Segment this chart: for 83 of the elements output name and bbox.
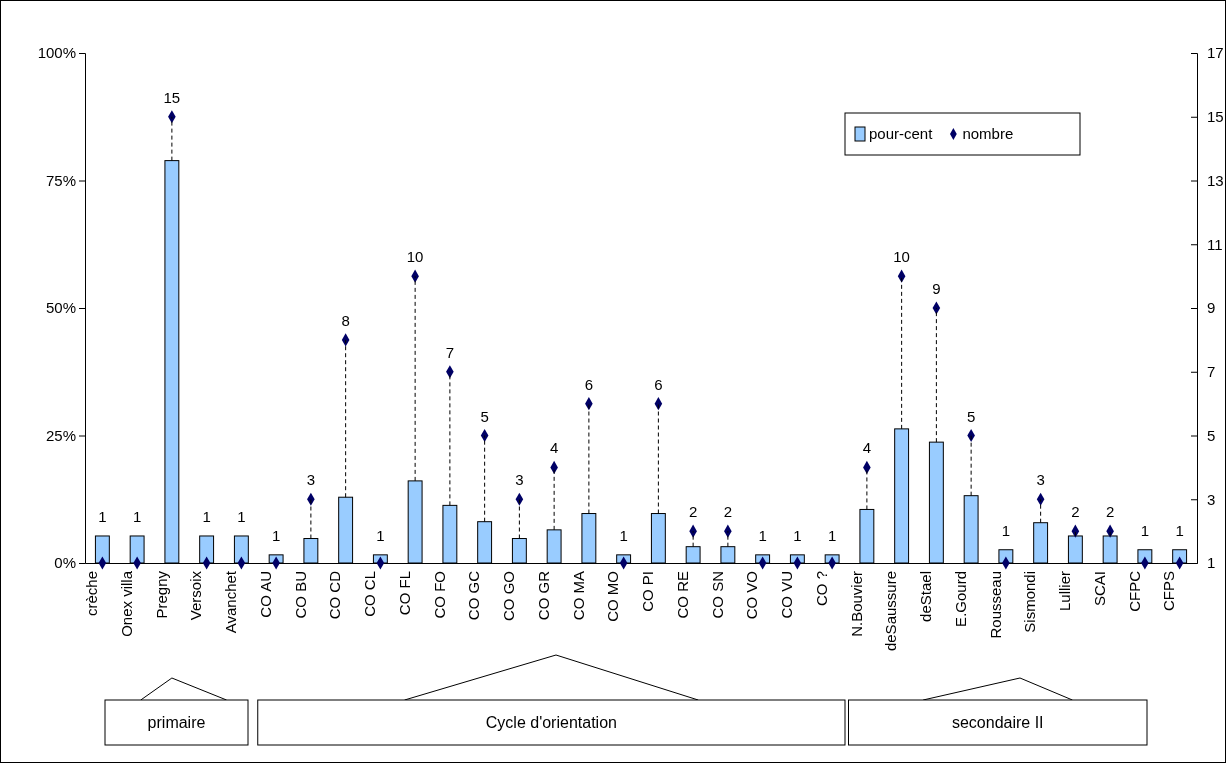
data-label: 9 — [932, 280, 941, 297]
y2-tick-label: 3 — [1207, 490, 1216, 508]
x-tick-label: CFPS — [1160, 571, 1178, 612]
x-tick-label: deSaussure — [882, 571, 900, 652]
x-tick-label: CO CL — [361, 571, 379, 617]
x-tick-label: Rousseau — [986, 571, 1004, 639]
x-tick-label: CO ? — [812, 571, 830, 607]
data-label: 1 — [98, 507, 107, 525]
x-tick-label: CO VU — [778, 571, 796, 619]
x-tick-label: CO FO — [430, 571, 448, 619]
data-label: 5 — [966, 407, 976, 425]
y2-tick-label: 11 — [1207, 235, 1223, 253]
data-label: 1 — [202, 507, 211, 525]
y-tick-label: 100% — [37, 44, 76, 62]
x-tick-label: CO BU — [291, 571, 309, 619]
text: primaire — [147, 714, 206, 731]
data-label: 3 — [306, 471, 316, 489]
legend-label: nombre — [962, 125, 1014, 142]
x-tick-label: Avanchet — [222, 570, 240, 634]
x-tick-label: CO PI — [639, 571, 657, 612]
y2-tick-label: 15 — [1207, 108, 1224, 126]
x-tick-label: Lullier — [1056, 571, 1074, 612]
data-label: 7 — [445, 343, 455, 361]
data-label: 1 — [237, 507, 246, 525]
x-tick-label: N.Bouvier — [847, 571, 865, 637]
y2-tick-label: 9 — [1207, 299, 1216, 317]
data-label: 3 — [515, 471, 524, 489]
data-label: 1 — [619, 526, 628, 544]
data-label: 1 — [132, 507, 142, 525]
x-tick-label: Sismondi — [1021, 571, 1039, 633]
x-tick-label: Versoix — [187, 570, 205, 621]
data-label: 10 — [893, 248, 910, 266]
data-label: 1 — [1175, 521, 1184, 539]
data-label: 1 — [827, 526, 837, 544]
y-tick-label: 25% — [45, 426, 76, 444]
data-label: 1 — [793, 526, 802, 544]
y2-tick-label: 1 — [1207, 554, 1216, 572]
y2-tick-label: 17 — [1207, 44, 1224, 62]
x-tick-label: CO MA — [569, 571, 587, 621]
x-tick-label: Pregny — [152, 570, 170, 619]
data-label: 1 — [758, 526, 767, 544]
data-label: 6 — [654, 375, 663, 393]
x-tick-label: crèche — [83, 571, 101, 617]
data-label: 4 — [862, 439, 872, 457]
x-tick-label: Onex villa — [117, 570, 135, 637]
x-tick-label: CO VO — [743, 571, 761, 620]
y-tick-label: 75% — [45, 171, 76, 189]
y2-tick-label: 7 — [1207, 363, 1216, 381]
data-label: 3 — [1036, 471, 1045, 489]
data-label: 1 — [376, 526, 385, 544]
data-label: 2 — [1105, 503, 1115, 521]
y2-tick-label: 5 — [1207, 426, 1216, 444]
x-tick-label: CFPC — [1125, 570, 1143, 612]
data-label: 6 — [584, 375, 594, 393]
x-tick-label: CO GC — [465, 570, 483, 621]
x-tick-label: SCAI — [1090, 571, 1108, 607]
x-tick-label: CO RE — [673, 571, 691, 619]
x-tick-label: CO MO — [604, 571, 622, 622]
data-label: 15 — [163, 88, 181, 106]
data-label: 2 — [723, 503, 733, 521]
data-label: 4 — [549, 439, 559, 457]
data-label: 1 — [271, 526, 281, 544]
x-tick-label: CO GO — [500, 571, 518, 622]
data-label: 2 — [1071, 503, 1080, 521]
y-tick-label: 0% — [54, 554, 76, 572]
x-tick-label: deStael — [917, 571, 935, 622]
x-tick-label: CO FL — [395, 571, 413, 616]
data-label: 1 — [1140, 521, 1150, 539]
text: secondaire II — [951, 714, 1044, 731]
x-tick-label: CO AU — [256, 571, 274, 618]
x-tick-label: CO GR — [534, 570, 552, 621]
data-label: 10 — [406, 248, 424, 266]
legend-label: pour-cent — [869, 125, 934, 142]
data-label: 1 — [1001, 521, 1011, 539]
data-label: 5 — [480, 407, 489, 425]
x-tick-label: CO CD — [326, 570, 344, 620]
text: Cycle d'orientation — [485, 714, 617, 731]
x-tick-label: CO SN — [708, 571, 726, 619]
y-tick-label: 50% — [45, 299, 76, 317]
data-label: 2 — [688, 503, 698, 521]
y2-tick-label: 13 — [1207, 171, 1224, 189]
data-label: 8 — [341, 311, 350, 329]
x-tick-label: E.Gourd — [951, 571, 969, 627]
